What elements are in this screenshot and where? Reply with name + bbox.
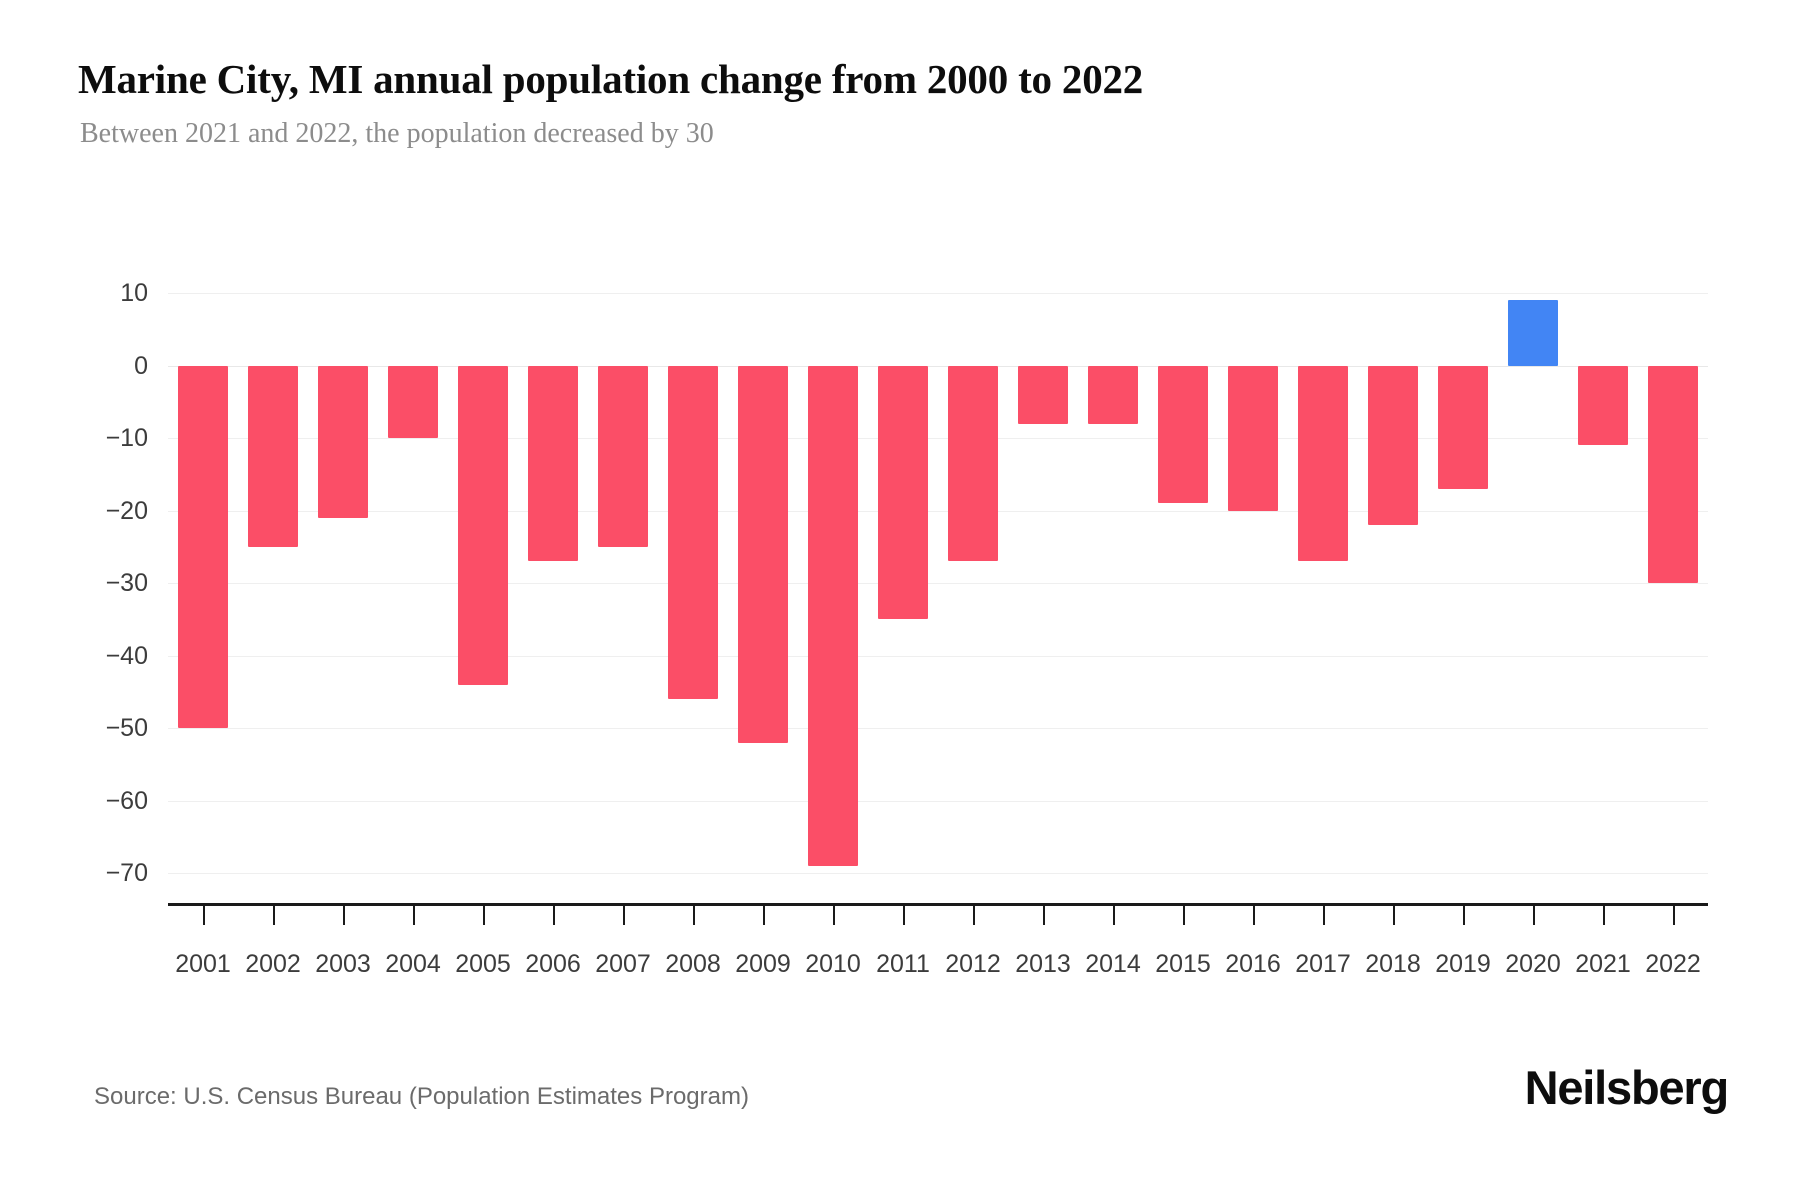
x-axis-tick-mark xyxy=(1323,903,1325,925)
y-axis-tick-label: −10 xyxy=(105,424,148,452)
x-axis-tick-label: 2013 xyxy=(1015,950,1071,978)
x-axis-tick-mark xyxy=(1183,903,1185,925)
bar[interactable] xyxy=(1017,365,1069,424)
bar-series xyxy=(168,293,1708,873)
source-note: Source: U.S. Census Bureau (Population E… xyxy=(94,1083,749,1110)
bar[interactable] xyxy=(807,365,859,866)
gridline xyxy=(168,438,1708,439)
x-axis-tick-mark xyxy=(1043,903,1045,925)
y-axis-tick-label: −60 xyxy=(105,786,148,815)
bar[interactable] xyxy=(247,365,299,547)
x-axis-tick-mark xyxy=(553,903,555,925)
x-axis-tick-mark xyxy=(1113,903,1115,925)
x-axis-tick-label: 2007 xyxy=(595,950,651,978)
page-subtitle: Between 2021 and 2022, the population de… xyxy=(80,118,714,149)
bar[interactable] xyxy=(1367,365,1419,525)
gridline xyxy=(168,583,1708,584)
gridline xyxy=(168,655,1708,657)
x-axis-tick-mark xyxy=(1673,903,1675,925)
bar[interactable] xyxy=(877,365,929,620)
x-axis-tick-mark xyxy=(273,903,275,925)
x-axis-tick-label: 2002 xyxy=(245,950,301,978)
x-axis-tick-mark xyxy=(903,903,905,925)
bar[interactable] xyxy=(1157,365,1209,504)
x-axis-tick-label: 2014 xyxy=(1085,950,1141,978)
bar[interactable] xyxy=(947,365,999,562)
x-axis-tick-label: 2009 xyxy=(735,950,791,978)
x-axis-tick-mark xyxy=(483,903,485,925)
x-axis-tick-mark xyxy=(343,903,345,925)
bar[interactable] xyxy=(1227,365,1279,511)
x-axis-tick-label: 2006 xyxy=(525,950,581,978)
bar[interactable] xyxy=(667,365,719,699)
x-axis-tick-label: 2011 xyxy=(876,950,930,978)
x-axis-tick-label: 2019 xyxy=(1435,950,1491,978)
bar[interactable] xyxy=(1087,365,1139,424)
x-axis-tick-mark xyxy=(693,903,695,925)
x-axis-tick-mark xyxy=(833,903,835,925)
bar[interactable] xyxy=(1507,300,1559,366)
x-axis-tick-label: 2018 xyxy=(1365,950,1421,978)
x-axis-tick-label: 2012 xyxy=(945,950,1001,978)
y-axis-tick-label: 0 xyxy=(134,351,148,380)
bar[interactable] xyxy=(1437,365,1489,489)
bar[interactable] xyxy=(1297,365,1349,562)
gridline xyxy=(168,728,1708,729)
x-axis-tick-label: 2001 xyxy=(175,950,231,978)
plot-area xyxy=(168,293,1708,874)
x-axis-tick-mark xyxy=(1393,903,1395,925)
x-axis-tick-mark xyxy=(203,903,205,925)
bar[interactable] xyxy=(317,365,369,518)
bar[interactable] xyxy=(387,365,439,438)
x-axis-tick-mark xyxy=(413,903,415,925)
x-axis-tick-mark xyxy=(1533,903,1535,925)
gridline xyxy=(168,800,1708,802)
x-axis-tick-label: 2003 xyxy=(315,950,371,978)
bar[interactable] xyxy=(457,365,509,685)
page-title: Marine City, MI annual population change… xyxy=(78,56,1144,102)
brand-logo: Neilsberg xyxy=(1524,1061,1730,1114)
bar[interactable] xyxy=(1577,365,1629,446)
x-axis-tick-label: 2015 xyxy=(1155,950,1211,978)
x-axis-tick-mark xyxy=(1253,903,1255,925)
bar[interactable] xyxy=(527,365,579,562)
x-axis-tick-mark xyxy=(1463,903,1465,925)
x-axis-line xyxy=(168,903,1708,906)
x-axis-tick-label: 2016 xyxy=(1225,950,1281,978)
y-axis-tick-label: −70 xyxy=(105,859,148,887)
y-axis-tick-label: −20 xyxy=(105,496,148,525)
x-axis-tick-label: 2005 xyxy=(455,950,511,978)
x-axis-tick-label: 2010 xyxy=(805,950,861,978)
bar[interactable] xyxy=(737,365,789,743)
x-axis-tick-mark xyxy=(763,903,765,925)
zero-line xyxy=(168,365,1708,367)
x-axis-tick-mark xyxy=(1603,903,1605,925)
y-axis-tick-label: −30 xyxy=(105,569,148,597)
y-axis-tick-label: −50 xyxy=(105,714,148,742)
x-axis-tick-label: 2022 xyxy=(1645,950,1701,978)
x-axis-tick-mark xyxy=(623,903,625,925)
gridline xyxy=(168,510,1708,512)
x-axis-tick-label: 2004 xyxy=(385,950,441,978)
bar[interactable] xyxy=(597,365,649,547)
bar[interactable] xyxy=(177,365,229,728)
x-axis-tick-mark xyxy=(973,903,975,925)
y-axis-tick-label: −40 xyxy=(105,641,148,670)
x-axis-tick-label: 2021 xyxy=(1575,950,1631,978)
y-axis-tick-label: 10 xyxy=(120,279,148,307)
x-axis-tick-label: 2008 xyxy=(665,950,721,978)
gridline xyxy=(168,873,1708,874)
gridline xyxy=(168,293,1708,294)
x-axis-tick-label: 2017 xyxy=(1295,950,1351,978)
bar[interactable] xyxy=(1647,365,1699,583)
x-axis-tick-label: 2020 xyxy=(1505,950,1561,978)
